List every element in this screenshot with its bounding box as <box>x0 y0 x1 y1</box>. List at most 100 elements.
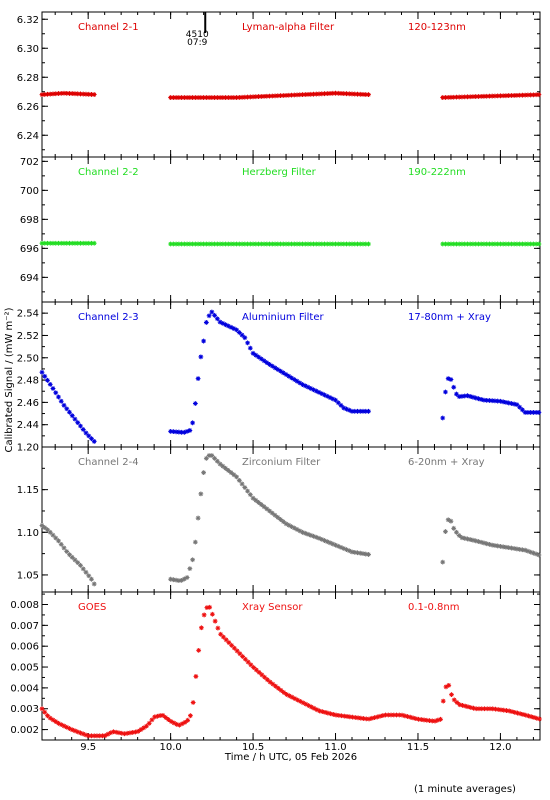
data-point <box>209 453 215 458</box>
data-point <box>86 733 92 739</box>
data-point <box>349 241 355 247</box>
data-point <box>149 717 155 723</box>
data-point <box>275 367 281 372</box>
data-point <box>481 241 487 247</box>
data-point <box>173 429 179 435</box>
data-point <box>53 91 59 97</box>
data-point <box>424 717 430 723</box>
y-axis-label: Calibrated Signal / (mW m⁻²) <box>4 307 15 452</box>
data-point <box>144 723 149 729</box>
data-point <box>443 389 448 395</box>
data-point <box>489 241 495 247</box>
data-point <box>119 730 125 736</box>
data-point <box>339 713 344 719</box>
data-point <box>212 618 218 624</box>
data-point <box>501 707 507 713</box>
data-point <box>234 648 240 654</box>
y-tick-label: 2.48 <box>17 376 39 387</box>
data-point <box>286 241 292 247</box>
data-point <box>300 92 305 98</box>
data-point <box>533 241 539 247</box>
data-point <box>278 517 283 522</box>
data-point <box>223 637 229 643</box>
data-point <box>484 93 490 99</box>
data-point <box>56 91 61 96</box>
panel-band-label: 17-80nm + Xray <box>408 312 491 323</box>
data-point <box>176 95 182 100</box>
data-point <box>50 91 56 97</box>
data-point <box>42 525 48 531</box>
data-point <box>467 241 473 247</box>
data-point <box>258 502 264 507</box>
data-point <box>467 537 473 542</box>
data-point <box>39 240 45 246</box>
data-point <box>492 398 498 404</box>
y-tick-label: 698 <box>20 215 39 226</box>
data-point <box>366 716 372 722</box>
data-point <box>261 358 267 364</box>
data-point <box>297 92 303 98</box>
data-point <box>429 718 435 724</box>
data-point <box>490 706 496 712</box>
data-point <box>91 240 97 246</box>
data-point <box>448 518 454 524</box>
data-point <box>509 401 514 406</box>
data-point <box>78 423 83 429</box>
data-point <box>302 530 308 536</box>
data-point <box>228 241 234 247</box>
data-point <box>225 468 231 473</box>
data-point <box>228 324 234 330</box>
data-point <box>514 402 520 408</box>
data-point <box>526 713 531 719</box>
data-point <box>306 703 311 708</box>
data-point <box>520 407 525 413</box>
data-point <box>484 397 490 403</box>
data-point <box>435 717 441 723</box>
data-point <box>297 528 303 534</box>
panel-frame <box>41 11 541 158</box>
x-tick-label: 11.5 <box>407 742 429 753</box>
data-point <box>465 704 471 710</box>
data-point <box>170 241 176 247</box>
data-point <box>537 716 542 722</box>
y-tick-label: 6.30 <box>17 44 39 55</box>
data-point <box>225 95 231 100</box>
data-point <box>454 391 459 397</box>
data-point <box>203 455 209 461</box>
data-point <box>192 241 198 247</box>
data-point <box>171 720 177 726</box>
data-point <box>363 551 369 557</box>
data-point <box>489 542 495 548</box>
data-point <box>214 241 220 247</box>
panel-band-label: 6-20nm + Xray <box>408 457 485 468</box>
data-point <box>487 541 492 547</box>
data-point <box>465 393 470 399</box>
data-point <box>344 241 349 247</box>
data-point <box>330 241 336 247</box>
data-point <box>198 95 204 100</box>
data-point <box>47 240 53 246</box>
data-point <box>42 92 48 97</box>
data-point <box>242 335 248 341</box>
data-point <box>111 729 116 735</box>
data-point <box>456 94 462 100</box>
data-point <box>319 241 325 247</box>
data-point <box>152 714 158 720</box>
data-point <box>193 674 199 679</box>
data-point <box>498 543 503 549</box>
data-point <box>355 241 360 247</box>
data-point <box>302 383 308 389</box>
data-point <box>346 407 352 413</box>
data-point <box>338 544 344 550</box>
data-point <box>327 395 333 400</box>
data-point <box>39 706 45 712</box>
data-point <box>308 241 314 247</box>
data-point <box>294 241 300 247</box>
data-point <box>212 455 217 461</box>
data-point <box>495 241 501 247</box>
data-point <box>256 669 262 675</box>
data-point <box>78 730 83 736</box>
data-point <box>47 91 53 97</box>
data-point <box>179 429 185 435</box>
data-point <box>451 241 457 247</box>
